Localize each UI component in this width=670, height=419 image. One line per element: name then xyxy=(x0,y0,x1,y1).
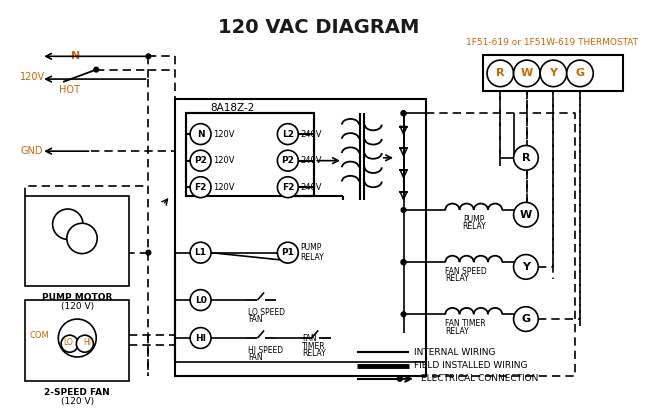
Bar xyxy=(483,55,622,91)
Circle shape xyxy=(277,177,298,198)
Circle shape xyxy=(190,150,211,171)
Circle shape xyxy=(190,124,211,145)
Circle shape xyxy=(401,260,406,264)
Bar xyxy=(25,300,129,381)
Circle shape xyxy=(401,111,406,116)
Text: W: W xyxy=(521,68,533,78)
Text: FAN: FAN xyxy=(302,334,317,343)
Text: PUMP: PUMP xyxy=(463,215,484,224)
Text: 240V: 240V xyxy=(300,183,322,192)
Circle shape xyxy=(190,290,211,310)
Text: F2: F2 xyxy=(194,183,207,192)
Text: G: G xyxy=(521,314,531,324)
Text: INTERNAL WIRING: INTERNAL WIRING xyxy=(414,348,496,357)
Circle shape xyxy=(514,307,538,331)
Circle shape xyxy=(487,60,514,87)
Circle shape xyxy=(514,145,538,170)
Text: RELAY: RELAY xyxy=(462,222,486,231)
Text: P2: P2 xyxy=(281,156,294,165)
Text: L1: L1 xyxy=(194,248,206,257)
Text: (120 V): (120 V) xyxy=(61,302,94,311)
Bar xyxy=(175,99,426,376)
Text: P2: P2 xyxy=(194,156,207,165)
Circle shape xyxy=(567,60,593,87)
Text: 1F51-619 or 1F51W-619 THERMOSTAT: 1F51-619 or 1F51W-619 THERMOSTAT xyxy=(466,38,638,47)
Circle shape xyxy=(94,67,98,72)
Text: GND: GND xyxy=(20,146,43,156)
Text: RELAY: RELAY xyxy=(300,253,324,262)
Circle shape xyxy=(61,335,78,352)
Text: N: N xyxy=(71,51,80,61)
Text: 120V: 120V xyxy=(213,129,234,139)
Text: 120V: 120V xyxy=(20,72,46,82)
Text: FAN: FAN xyxy=(248,353,263,362)
Text: 120V: 120V xyxy=(213,183,234,192)
Text: 120 VAC DIAGRAM: 120 VAC DIAGRAM xyxy=(218,18,420,37)
Circle shape xyxy=(401,207,406,212)
Text: P1: P1 xyxy=(281,248,294,257)
Text: 120V: 120V xyxy=(213,156,234,165)
Text: COM: COM xyxy=(30,331,50,340)
Text: PUMP MOTOR: PUMP MOTOR xyxy=(42,293,113,303)
Text: FAN: FAN xyxy=(248,315,263,324)
Circle shape xyxy=(514,255,538,279)
Circle shape xyxy=(190,328,211,349)
Text: 2-SPEED FAN: 2-SPEED FAN xyxy=(44,388,110,397)
Circle shape xyxy=(514,60,540,87)
Text: LO SPEED: LO SPEED xyxy=(248,308,285,317)
Circle shape xyxy=(277,242,298,263)
Text: FAN SPEED: FAN SPEED xyxy=(446,267,487,276)
Circle shape xyxy=(146,250,151,255)
Text: HOT: HOT xyxy=(59,85,80,96)
Text: HI: HI xyxy=(195,334,206,342)
Text: TIMER: TIMER xyxy=(302,342,326,351)
Text: R: R xyxy=(496,68,505,78)
Text: W: W xyxy=(520,210,532,220)
Text: Y: Y xyxy=(522,262,530,272)
Text: F2: F2 xyxy=(281,183,294,192)
Text: L2: L2 xyxy=(282,129,294,139)
Text: R: R xyxy=(522,153,530,163)
Circle shape xyxy=(58,319,96,357)
Text: G: G xyxy=(576,68,584,78)
Text: ELECTRICAL CONNECTION: ELECTRICAL CONNECTION xyxy=(421,374,538,383)
Circle shape xyxy=(277,150,298,171)
Bar xyxy=(25,196,129,286)
Text: 8A18Z-2: 8A18Z-2 xyxy=(210,103,255,113)
Text: FIELD INSTALLED WIRING: FIELD INSTALLED WIRING xyxy=(414,361,527,370)
Circle shape xyxy=(53,209,83,239)
Text: HI: HI xyxy=(83,338,90,347)
Circle shape xyxy=(190,177,211,198)
Text: L0: L0 xyxy=(195,295,206,305)
Text: HI SPEED: HI SPEED xyxy=(248,346,283,354)
Circle shape xyxy=(67,223,97,253)
Text: Y: Y xyxy=(549,68,557,78)
Circle shape xyxy=(401,312,406,317)
Circle shape xyxy=(514,202,538,227)
Circle shape xyxy=(401,111,406,116)
Circle shape xyxy=(190,242,211,263)
Circle shape xyxy=(277,124,298,145)
Text: RELAY: RELAY xyxy=(446,274,469,284)
Circle shape xyxy=(146,54,151,59)
Text: N: N xyxy=(197,129,204,139)
Circle shape xyxy=(401,260,406,264)
Text: FAN TIMER: FAN TIMER xyxy=(446,319,486,328)
Circle shape xyxy=(76,335,93,352)
Text: RELAY: RELAY xyxy=(446,327,469,336)
Text: 240V: 240V xyxy=(300,156,322,165)
Text: (120 V): (120 V) xyxy=(61,397,94,406)
Circle shape xyxy=(397,376,402,381)
Circle shape xyxy=(540,60,567,87)
Text: RELAY: RELAY xyxy=(302,349,326,358)
Text: 240V: 240V xyxy=(300,129,322,139)
Bar xyxy=(186,113,314,196)
Text: LO: LO xyxy=(63,338,73,347)
Text: PUMP: PUMP xyxy=(300,243,322,252)
